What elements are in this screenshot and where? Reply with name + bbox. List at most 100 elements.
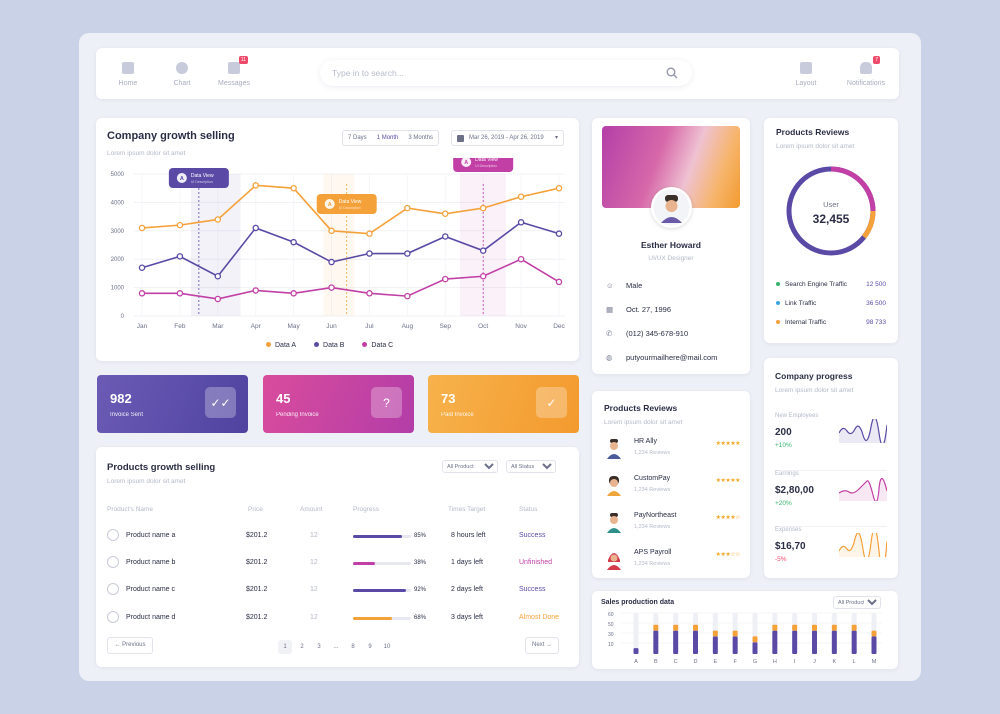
list-item[interactable]: HR Ally 1,234 Reviews ★★★★★ [606,435,741,465]
product-filter-select[interactable]: All Product [442,460,498,473]
page-2[interactable]: 2 [300,644,304,650]
y-tick-label: 30 [608,632,614,638]
y-tick-label: 0 [121,314,125,320]
row-amount: 12 [310,586,318,593]
nav-chart[interactable]: Chart [162,62,202,87]
status-filter-select[interactable]: All Status [506,460,556,473]
bar-secondary [712,630,718,637]
page-3[interactable]: 3 [317,644,321,650]
bar-secondary [693,624,698,631]
col-times-target: Times Target [448,506,486,513]
row-product-name: Product name d [126,614,176,621]
data-point [479,247,487,254]
bar-secondary [772,624,778,631]
row-select-radio[interactable] [107,611,119,623]
profile-email[interactable]: putyourmailhere@mail.com [626,353,718,362]
data-point [138,290,146,297]
nav-messages[interactable]: 11 Messages [214,56,254,87]
table-row[interactable]: Product name a $201.2 12 85% 8 hours lef… [96,523,578,551]
nav-notifications[interactable]: 7 Notifications [840,56,892,87]
star-rating: ★★★★★ [715,478,741,484]
row-select-radio[interactable] [107,556,119,568]
x-tick-label: Jun [326,323,337,330]
layout-icon [800,62,812,74]
nav-home[interactable]: Home [108,62,148,87]
date-range-picker[interactable]: Mar 26, 2019 - Apr 26, 2019 ▾ [451,130,564,146]
tab-1-month[interactable]: 1 Month [376,135,399,141]
notifications-badge: 7 [873,56,880,64]
data-point [252,224,259,232]
arrow-right-icon: → [546,642,552,648]
data-point [328,227,335,235]
reviews-donut-title: Products Reviews [776,127,850,137]
phone-icon: ✆ [606,329,613,338]
data-point [214,295,222,303]
avatar [651,187,692,228]
bar-secondary [831,624,837,631]
table-row[interactable]: Product name d $201.2 12 68% 3 days left… [96,605,578,633]
previous-button[interactable]: ← Previous [107,637,153,654]
x-tick-label: Mar [212,323,224,330]
nav-layout[interactable]: Layout [786,62,826,87]
row-amount: 12 [310,614,318,621]
progress-expenses: Expenses $16,70 -5% [775,526,887,582]
data-point [214,272,222,280]
y-tick-label: 1000 [111,286,125,292]
y-tick-label: 10 [608,642,614,648]
bar-secondary [653,624,659,631]
x-tick-label: Sep [439,323,451,330]
row-select-radio[interactable] [107,583,119,595]
row-target: 3 days left [451,614,483,621]
page-1[interactable]: 1 [278,640,292,654]
data-point [328,284,335,291]
review-count: 1,234 Reviews [634,561,671,567]
nav-chart-label: Chart [173,80,191,87]
tooltip-avatar [461,158,472,167]
list-item[interactable]: APS Payroll 1,234 Reviews ★★★☆☆ [606,546,741,576]
search-input[interactable] [320,60,650,86]
profile-gender-row: ☺ Male [606,281,642,290]
row-status: Unfinished [519,559,553,566]
tab-7-days[interactable]: 7 Days [348,135,367,141]
user-avatar-icon [653,189,690,226]
row-product-name: Product name b [126,559,176,566]
table-row[interactable]: Product name b $201.2 12 38% 1 days left… [96,550,578,578]
data-point [404,204,411,212]
tooltip-avatar-letter: A [180,176,184,182]
tile-invoice-sent[interactable]: 982 Invoice Sent ✓✓ [97,375,248,433]
tile-pending-invoice[interactable]: 45 Pending Invoice ? [263,375,414,433]
data-point [176,221,184,229]
row-select-radio[interactable] [107,529,119,541]
profile-phone-row: ✆ (012) 345-678-910 [606,329,688,338]
tile-paid-invoice[interactable]: 73 Paid Invoice ✓ [428,375,579,433]
data-point [290,184,297,192]
products-table-title: Products growth selling [107,462,216,473]
bar-secondary [871,630,877,637]
bar-secondary [752,636,758,643]
search-icon[interactable] [666,67,678,79]
bar-primary [712,636,718,654]
table-row[interactable]: Product name c $201.2 12 92% 2 days left… [96,577,578,605]
nav-notifications-label: Notifications [846,80,886,87]
list-item[interactable]: PayNortheast 1,234 Reviews ★★★★☆ [606,509,741,539]
row-progress-label: 85% [414,533,427,539]
page-10[interactable]: 10 [383,644,391,650]
x-tick-label: Oct [478,323,488,330]
growth-chart-subtitle: Lorem ipsum dolor sit amet [107,150,186,157]
bar-secondary [792,624,798,631]
user-icon: ☺ [606,281,614,290]
tab-3-months[interactable]: 3 Months [408,135,434,141]
page-8[interactable]: 8 [351,644,355,650]
x-tick-label: Jul [365,323,374,330]
profile-gender: Male [626,281,643,290]
top-nav: Home Chart 11 Messages Layout 7 [96,48,899,99]
list-item[interactable]: CustomPay 1,234 Reviews ★★★★★ [606,472,741,502]
row-price: $201.2 [246,559,268,566]
page-9[interactable]: 9 [368,644,372,650]
tooltip-box [316,194,377,214]
paid-invoice-value: 73 [441,391,456,406]
x-tick-label: G [753,659,757,665]
next-button[interactable]: Next → [525,637,559,654]
sales-filter-select[interactable]: All Product [833,596,881,609]
